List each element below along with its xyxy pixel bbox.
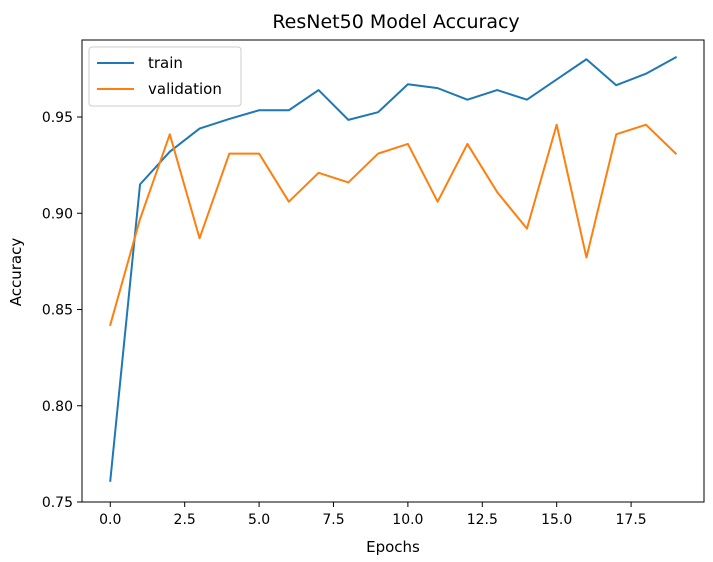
- plot-frame: [81, 39, 705, 503]
- x-tick-label: 0.0: [99, 512, 121, 528]
- series-line-train: [109, 55, 678, 482]
- y-tick-label: 0.80: [42, 399, 73, 415]
- legend-label-validation: validation: [148, 80, 222, 98]
- y-tick-label: 0.90: [42, 206, 73, 222]
- chart-title: ResNet50 Model Accuracy: [272, 11, 519, 33]
- x-tick-label: 2.5: [174, 512, 196, 528]
- legend-label-train: train: [148, 54, 183, 72]
- y-tick-label: 0.85: [42, 303, 73, 319]
- y-tick-label: 0.95: [42, 110, 73, 126]
- x-tick-label: 7.5: [322, 512, 344, 528]
- legend-box: [88, 46, 242, 107]
- x-axis-ticks: 0.0 2.5 5.0 7.5 10.0 12.5 15.0 17.5: [99, 502, 647, 528]
- x-tick-label: 17.5: [616, 512, 647, 528]
- x-tick-label: 12.5: [467, 512, 498, 528]
- x-tick-label: 5.0: [248, 512, 270, 528]
- y-axis-ticks: 0.75 0.80 0.85 0.90 0.95: [42, 110, 82, 511]
- x-axis-label: Epochs: [366, 538, 420, 556]
- series-lines: [109, 55, 678, 482]
- series-line-validation: [109, 123, 678, 327]
- legend: train validation: [88, 46, 242, 107]
- y-tick-label: 0.75: [42, 495, 73, 511]
- y-axis-label: Accuracy: [7, 238, 25, 307]
- x-tick-label: 15.0: [541, 512, 572, 528]
- x-tick-label: 10.0: [392, 512, 423, 528]
